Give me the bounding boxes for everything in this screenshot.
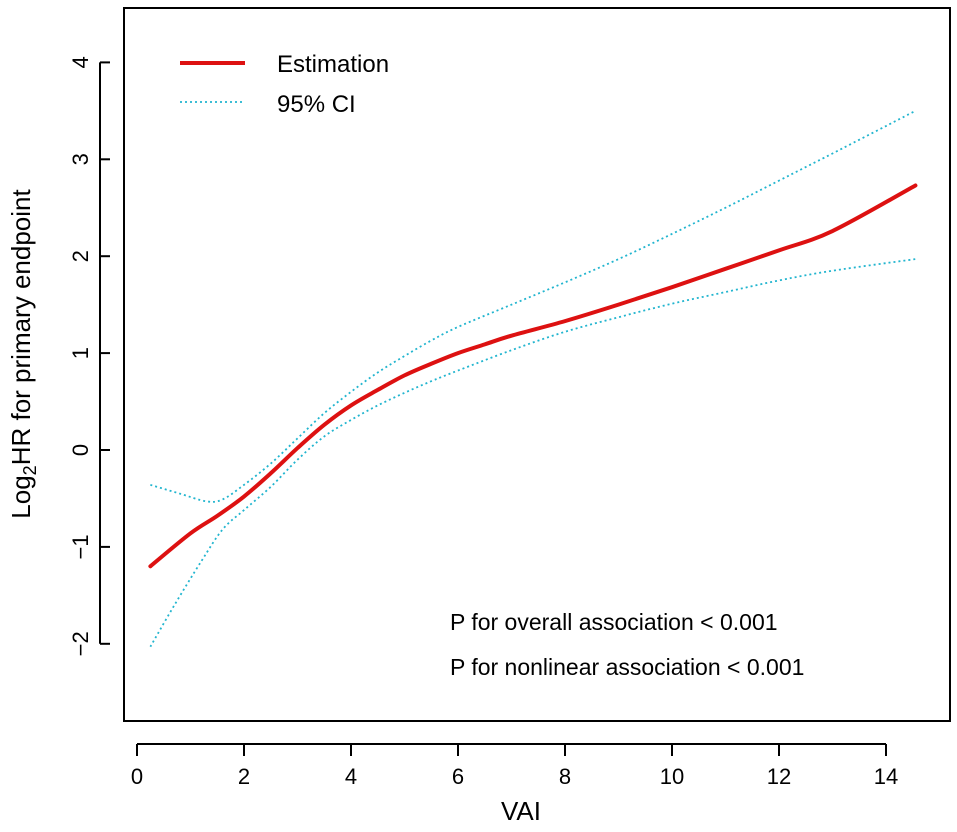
x-tick-label: 2 (238, 764, 250, 789)
x-tick-label: 14 (874, 764, 898, 789)
series-line-95-ci-lower (149, 258, 916, 648)
x-axis-title: VAI (501, 796, 541, 826)
y-axis-title: Log2HR for primary endpoint (6, 189, 40, 519)
x-tick-label: 4 (345, 764, 357, 789)
series-line-95-ci-upper (150, 110, 916, 503)
y-axis-title-prefix: Log (6, 475, 36, 518)
y-axis: −2 −1 0 1 2 3 4 (68, 56, 110, 656)
series-line-estimation (148, 183, 918, 569)
y-tick-label: −2 (68, 631, 93, 656)
x-axis: 0 2 4 6 8 10 12 14 (131, 743, 898, 789)
x-tick-label: 10 (660, 764, 684, 789)
y-tick-label: 1 (68, 347, 93, 359)
x-tick-label: 0 (131, 764, 143, 789)
annotation-overall-p: P for overall association < 0.001 (450, 609, 778, 635)
legend-label-estimation: Estimation (277, 51, 389, 78)
y-tick-label: −1 (68, 534, 93, 559)
y-tick-label: 2 (68, 250, 93, 262)
x-tick-label: 12 (767, 764, 791, 789)
y-axis-title-subscript: 2 (20, 465, 40, 475)
plot-frame (123, 7, 951, 722)
x-tick-label: 8 (559, 764, 571, 789)
x-tick-label: 6 (452, 764, 464, 789)
y-tick-label: 4 (68, 56, 93, 68)
y-axis-title-suffix: HR for primary endpoint (6, 189, 36, 466)
y-tick-label: 0 (68, 444, 93, 456)
legend-label-ci: 95% CI (277, 91, 356, 118)
annotation-nonlinear-p: P for nonlinear association < 0.001 (450, 654, 804, 680)
y-tick-label: 3 (68, 153, 93, 165)
legend: Estimation 95% CI (180, 51, 389, 118)
series-layer (148, 110, 918, 648)
